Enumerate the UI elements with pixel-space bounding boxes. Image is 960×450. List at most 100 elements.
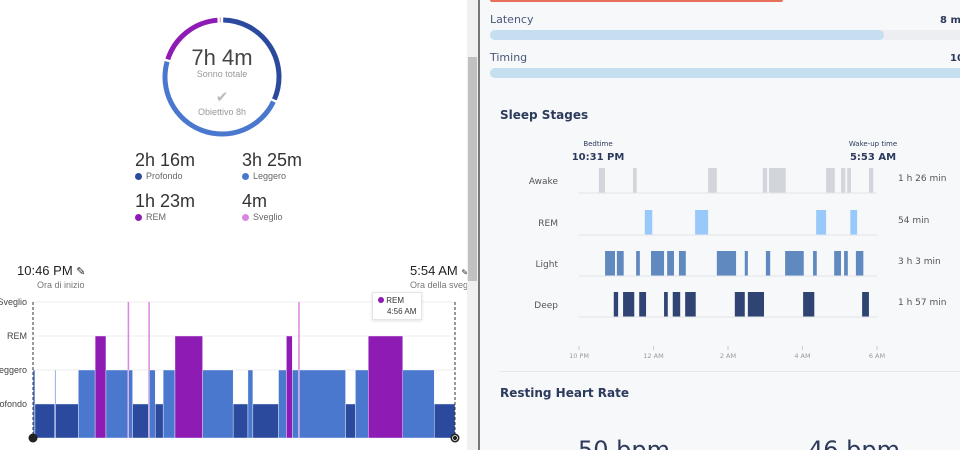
hr-value-1: 50 bpm: [578, 436, 671, 450]
stage-bar-deep: [623, 292, 635, 317]
hypnogram-segment-profondo: [232, 403, 249, 439]
stage-bar-deep: [803, 292, 815, 317]
hypnogram-segment-leggero: [292, 369, 299, 439]
hypnogram-segment-profondo: [34, 403, 55, 439]
hypnogram-segment-profondo: [55, 403, 79, 439]
hypnogram-segment-leggero: [247, 369, 254, 439]
timing-track: [490, 68, 960, 78]
row-label-light: Light: [536, 260, 559, 270]
tooltip-time: 4:56 AM: [387, 307, 417, 316]
row-label-awake: Awake: [529, 177, 559, 187]
end-time-label: Ora della sveglia: [410, 280, 467, 290]
hypnogram-segment-leggero: [278, 369, 287, 439]
hypnogram-segment-profondo: [132, 403, 149, 439]
latency-fill: [490, 30, 884, 40]
end-time[interactable]: 5:54 AM ✎: [410, 263, 467, 278]
row-duration: 54 min: [898, 216, 929, 226]
stage-stat-rem: 1h 23m REM: [135, 191, 195, 222]
stage-bar-deep: [734, 292, 745, 317]
alarm-icon: [450, 433, 460, 443]
hypnogram-segment-leggero: [149, 369, 156, 439]
donut-segment-leggero: [162, 60, 276, 137]
donut-segment-profondo: [223, 17, 282, 101]
edit-icon[interactable]: ✎: [76, 266, 86, 278]
sleep-stages-title: Sleep Stages: [500, 108, 589, 122]
stage-bar-light: [678, 251, 686, 276]
start-time[interactable]: 10:46 PM ✎: [17, 263, 86, 278]
stage-bar-light: [834, 251, 841, 276]
stage-bar-awake: [826, 168, 835, 193]
stage-legend: Leggero: [242, 171, 302, 181]
timing-label: Timing: [490, 51, 528, 64]
total-sleep: 7h 4m: [191, 45, 253, 70]
x-tick-label: 2 AM: [720, 352, 736, 360]
sleep-score-panel: Latency 8 min Timing 10 Sleep Stages Bed…: [480, 0, 960, 450]
stage-bar-deep: [862, 292, 869, 317]
hr-value-2: 46 bpm: [808, 436, 901, 450]
bedtime-label: Bedtime: [583, 140, 613, 148]
check-icon: ✔: [215, 89, 229, 106]
score-bar: [490, 0, 783, 2]
x-tick-label: 12 AM: [643, 352, 663, 360]
stage-bar-light: [744, 251, 748, 276]
stage-label: REM: [146, 212, 166, 222]
stage-legend: Profondo: [135, 171, 195, 181]
donut-segment-rem: [165, 17, 218, 61]
x-tick-label: 6 AM: [869, 352, 885, 360]
stage-duration: 2h 16m: [135, 150, 196, 170]
sleep-stages-chart: Awake 1 h 26 min REM 54 min Light 3 h 3 min De…: [529, 168, 946, 360]
stage-bar-deep: [672, 292, 681, 317]
y-axis-label: Sveglio: [0, 297, 27, 307]
start-time-value: 10:46 PM: [17, 263, 73, 278]
hypnogram-segment-awake: [148, 302, 150, 438]
stage-bar-deep: [747, 292, 765, 317]
stage-bar-awake: [847, 168, 851, 193]
stage-legend: REM: [135, 212, 195, 222]
hypnogram-segment-awake: [127, 302, 130, 438]
stage-stat-profondo: 2h 16m Profondo: [135, 150, 195, 181]
legend-dot-icon: [242, 172, 249, 180]
latency-value: 8 min: [940, 15, 960, 26]
stage-stat-leggero: 3h 25m Leggero: [242, 150, 302, 181]
row-label-rem: REM: [538, 219, 558, 229]
y-axis-label: Leggero: [0, 365, 27, 375]
x-tick-label: 4 AM: [794, 352, 810, 360]
stage-bar-light: [844, 251, 848, 276]
hypnogram-segment-rem: [94, 335, 107, 439]
hypnogram-segment-profondo: [155, 403, 164, 439]
stage-bar-light: [813, 251, 817, 276]
end-time-value: 5:54 AM: [410, 263, 458, 278]
scrollbar-thumb[interactable]: [468, 57, 477, 281]
hypnogram-segment-rem: [368, 335, 403, 439]
stage-bar-awake: [598, 168, 606, 193]
row-duration: 1 h 57 min: [898, 298, 946, 308]
stage-label: Leggero: [253, 171, 287, 181]
row-label-deep: Deep: [534, 301, 558, 311]
hypnogram-segment-leggero: [355, 369, 369, 439]
bedtime-value: 10:31 PM: [571, 152, 625, 163]
timing-fill: [490, 68, 960, 78]
stage-bar-light: [855, 251, 864, 276]
edit-icon[interactable]: ✎: [461, 268, 467, 277]
goal-label: Obiettivo 8h: [197, 107, 247, 117]
stage-label: Profondo: [146, 171, 183, 181]
scrollbar[interactable]: [467, 0, 478, 450]
section-divider: [500, 371, 960, 372]
latency-label: Latency: [490, 13, 534, 26]
hypnogram-segment-profondo: [252, 403, 279, 439]
y-axis-label: Profondo: [0, 399, 27, 409]
stage-bar-rem: [695, 210, 709, 235]
rem-dot-icon: [378, 297, 384, 303]
stage-bar-rem: [644, 210, 653, 235]
stage-bar-light: [716, 251, 737, 276]
stage-bar-deep: [685, 292, 696, 317]
stage-bar-deep: [664, 292, 668, 317]
latency-track: [490, 30, 960, 40]
hypnogram-segment-leggero: [78, 369, 96, 439]
hypnogram-segment-rem: [174, 335, 203, 439]
legend-dot-icon: [242, 213, 249, 221]
stage-bar-deep: [639, 292, 647, 317]
hypnogram-segment-rem: [286, 335, 293, 439]
stage-bar-light: [667, 251, 674, 276]
start-time-label: Ora di inizio: [37, 280, 85, 290]
